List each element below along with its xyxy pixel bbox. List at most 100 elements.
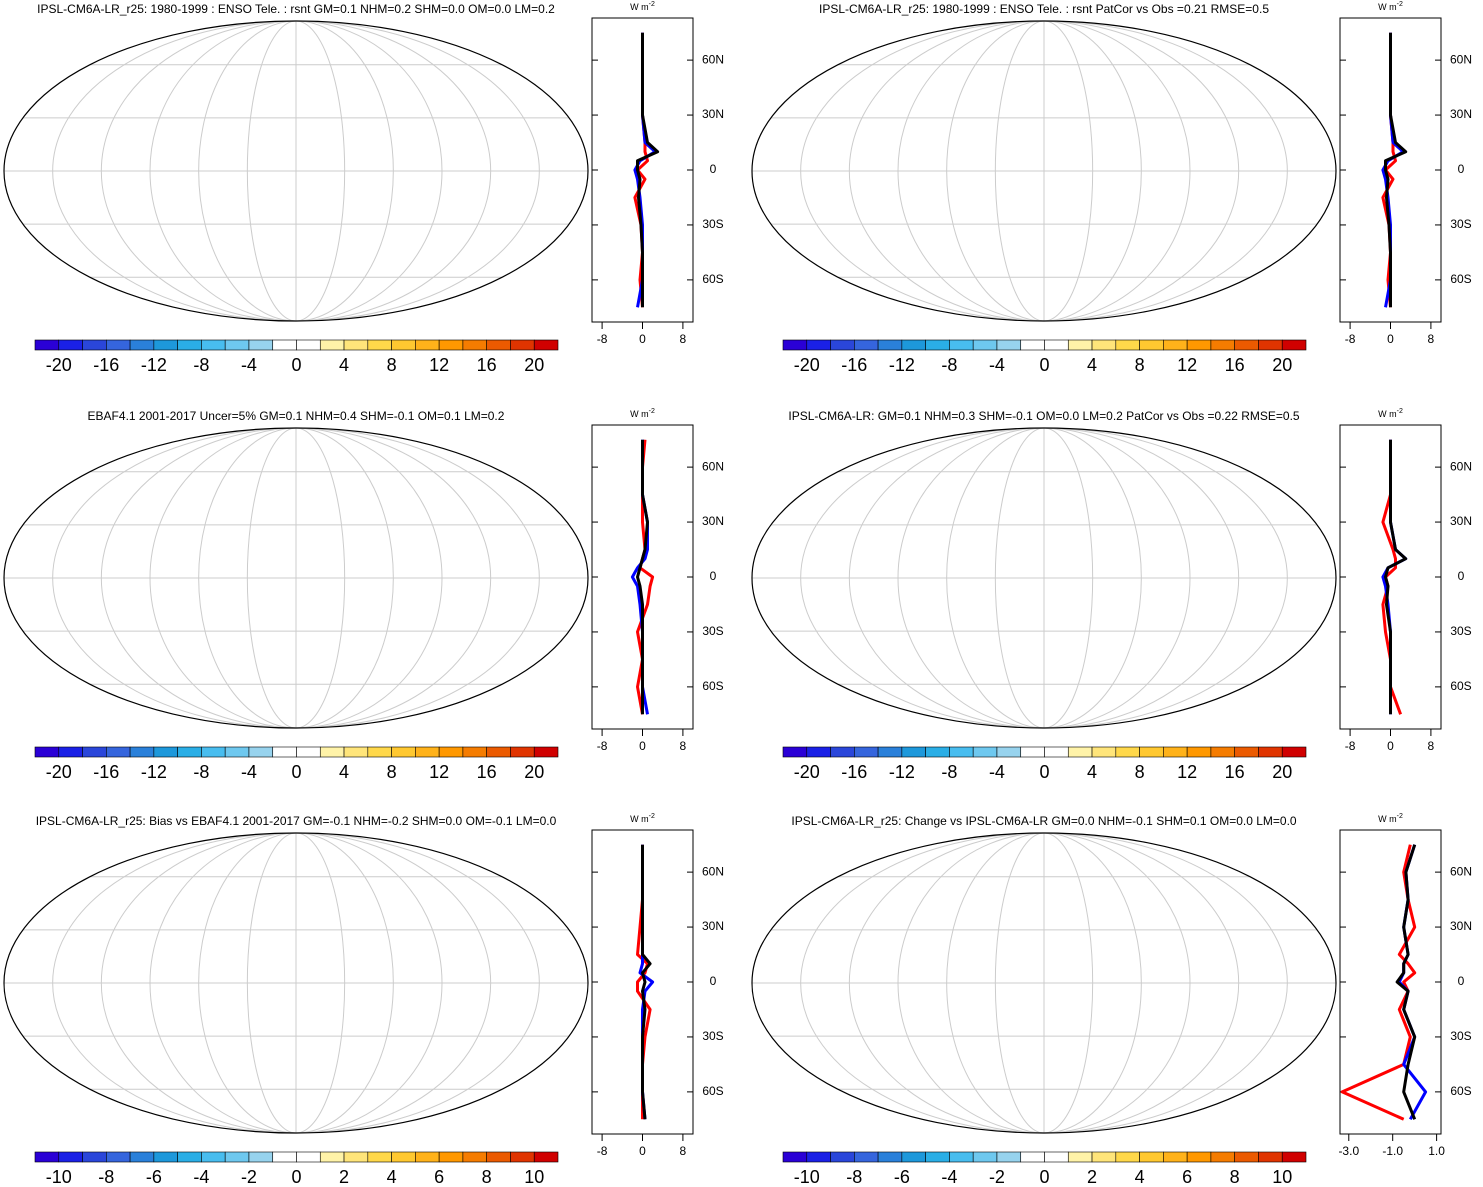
colorbar-tick-label: -16 [841,762,867,782]
colorbar-tick-label: -16 [93,762,119,782]
colorbar-tick-label: 0 [1039,762,1049,782]
colorbar-tick-label: -10 [794,1167,820,1187]
colorbar-box [1281,746,1307,758]
colorbar-box [462,1151,487,1163]
colorbar-box [438,746,464,758]
colorbar-box [82,1151,107,1163]
colorbar-tick-label: -20 [46,762,72,782]
colorbar-tick-label: 8 [387,355,397,375]
colorbar-box [367,746,392,758]
colorbar-tick-label: 12 [429,355,449,375]
colorbar-box [319,1151,345,1163]
colorbar-box [1258,1151,1283,1163]
colorbar-box [925,746,950,758]
colorbar-box [224,746,250,758]
colorbar-box [177,339,202,351]
colorbar-box [415,339,440,351]
y-tick-label: 30S [1450,624,1471,638]
y-tick-label: 60N [702,459,724,473]
x-tick-label: -8 [1345,739,1356,753]
colorbar-tick-label: 16 [1225,762,1245,782]
x-tick-label: -8 [597,332,608,346]
colorbar-tick-label: 4 [1135,1167,1145,1187]
colorbar-box [1139,746,1164,758]
colorbar-box [1234,746,1259,758]
profile-line [636,32,660,308]
colorbar-box [343,1151,369,1163]
colorbar-tick-label: -12 [141,762,167,782]
x-tick-label: 0 [639,1144,646,1158]
colorbar-box [877,339,903,351]
colorbar-box [806,1151,831,1163]
y-tick-label: 30S [702,624,723,638]
colorbar-tick-label: -16 [841,355,867,375]
colorbar-tick-label: 20 [1272,355,1292,375]
x-tick-label: 0 [639,332,646,346]
colorbar-box [533,746,559,758]
colorbar-tick-label: 8 [387,762,397,782]
colorbar-box [1281,339,1307,351]
x-tick-label: 0 [639,739,646,753]
colorbar-box [901,746,926,758]
y-tick-label: 0 [1458,162,1465,176]
units-label: W m-2 [630,1,655,13]
colorbar-box [1234,339,1259,351]
colorbar-tick-label: 20 [1272,762,1292,782]
colorbar-box [1067,746,1093,758]
colorbar-tick-label: 8 [1135,762,1145,782]
colorbar-box [1210,746,1235,758]
colorbar-box [391,1151,416,1163]
colorbar-box [153,746,178,758]
y-tick-label: 0 [710,974,717,988]
map-outline [3,20,589,322]
colorbar-box [343,746,369,758]
colorbar-box [949,746,974,758]
y-tick-label: 60S [1450,679,1471,693]
y-tick-label: 30N [1450,514,1472,528]
colorbar-tick-label: -4 [241,762,257,782]
units-exponent: -2 [649,408,655,415]
colorbar-tick-label: -6 [894,1167,910,1187]
profile-line [1340,844,1417,1121]
y-tick-label: 60S [1450,1084,1471,1098]
map-outline [3,427,589,729]
x-tick-label: 8 [680,332,687,346]
y-tick-label: 30N [1450,919,1472,933]
panel-title: IPSL-CM6A-LR_r25: 1980-1999 : ENSO Tele.… [819,2,1269,16]
y-tick-label: 60S [702,272,723,286]
colorbar-box [462,746,487,758]
units-base: W m [630,814,649,824]
colorbar-box [58,1151,83,1163]
colorbar-box [58,746,83,758]
colorbar-box [391,339,416,351]
colorbar-box [201,1151,226,1163]
colorbar-tick-label: 2 [339,1167,349,1187]
colorbar-box [272,746,297,758]
colorbar-box [106,746,131,758]
y-tick-label: 60S [1450,272,1471,286]
colorbar-tick-label: 0 [291,762,301,782]
colorbar-tick-label: -4 [241,355,257,375]
x-tick-label: 0 [1387,332,1394,346]
colorbar-tick-label: -12 [889,762,915,782]
colorbar-tick-label: 4 [1087,355,1097,375]
panel-title: IPSL-CM6A-LR_r25: Change vs IPSL-CM6A-LR… [791,814,1297,828]
colorbar-tick-label: -20 [794,762,820,782]
colorbar-box [1258,339,1283,351]
colorbar-tick-label: 16 [477,355,497,375]
colorbar-box [82,339,107,351]
colorbar-box [782,339,808,351]
colorbar-box [972,1151,998,1163]
colorbar-tick-label: 6 [434,1167,444,1187]
colorbar-box [486,746,511,758]
colorbar-box [925,339,950,351]
colorbar-box [415,1151,440,1163]
colorbar-box [1044,339,1069,351]
colorbar-box [806,339,831,351]
colorbar-box [1186,339,1212,351]
units-label: W m-2 [1378,813,1403,825]
y-tick-label: 0 [710,162,717,176]
colorbar-box [1067,339,1093,351]
colorbar-box [1091,1151,1117,1163]
